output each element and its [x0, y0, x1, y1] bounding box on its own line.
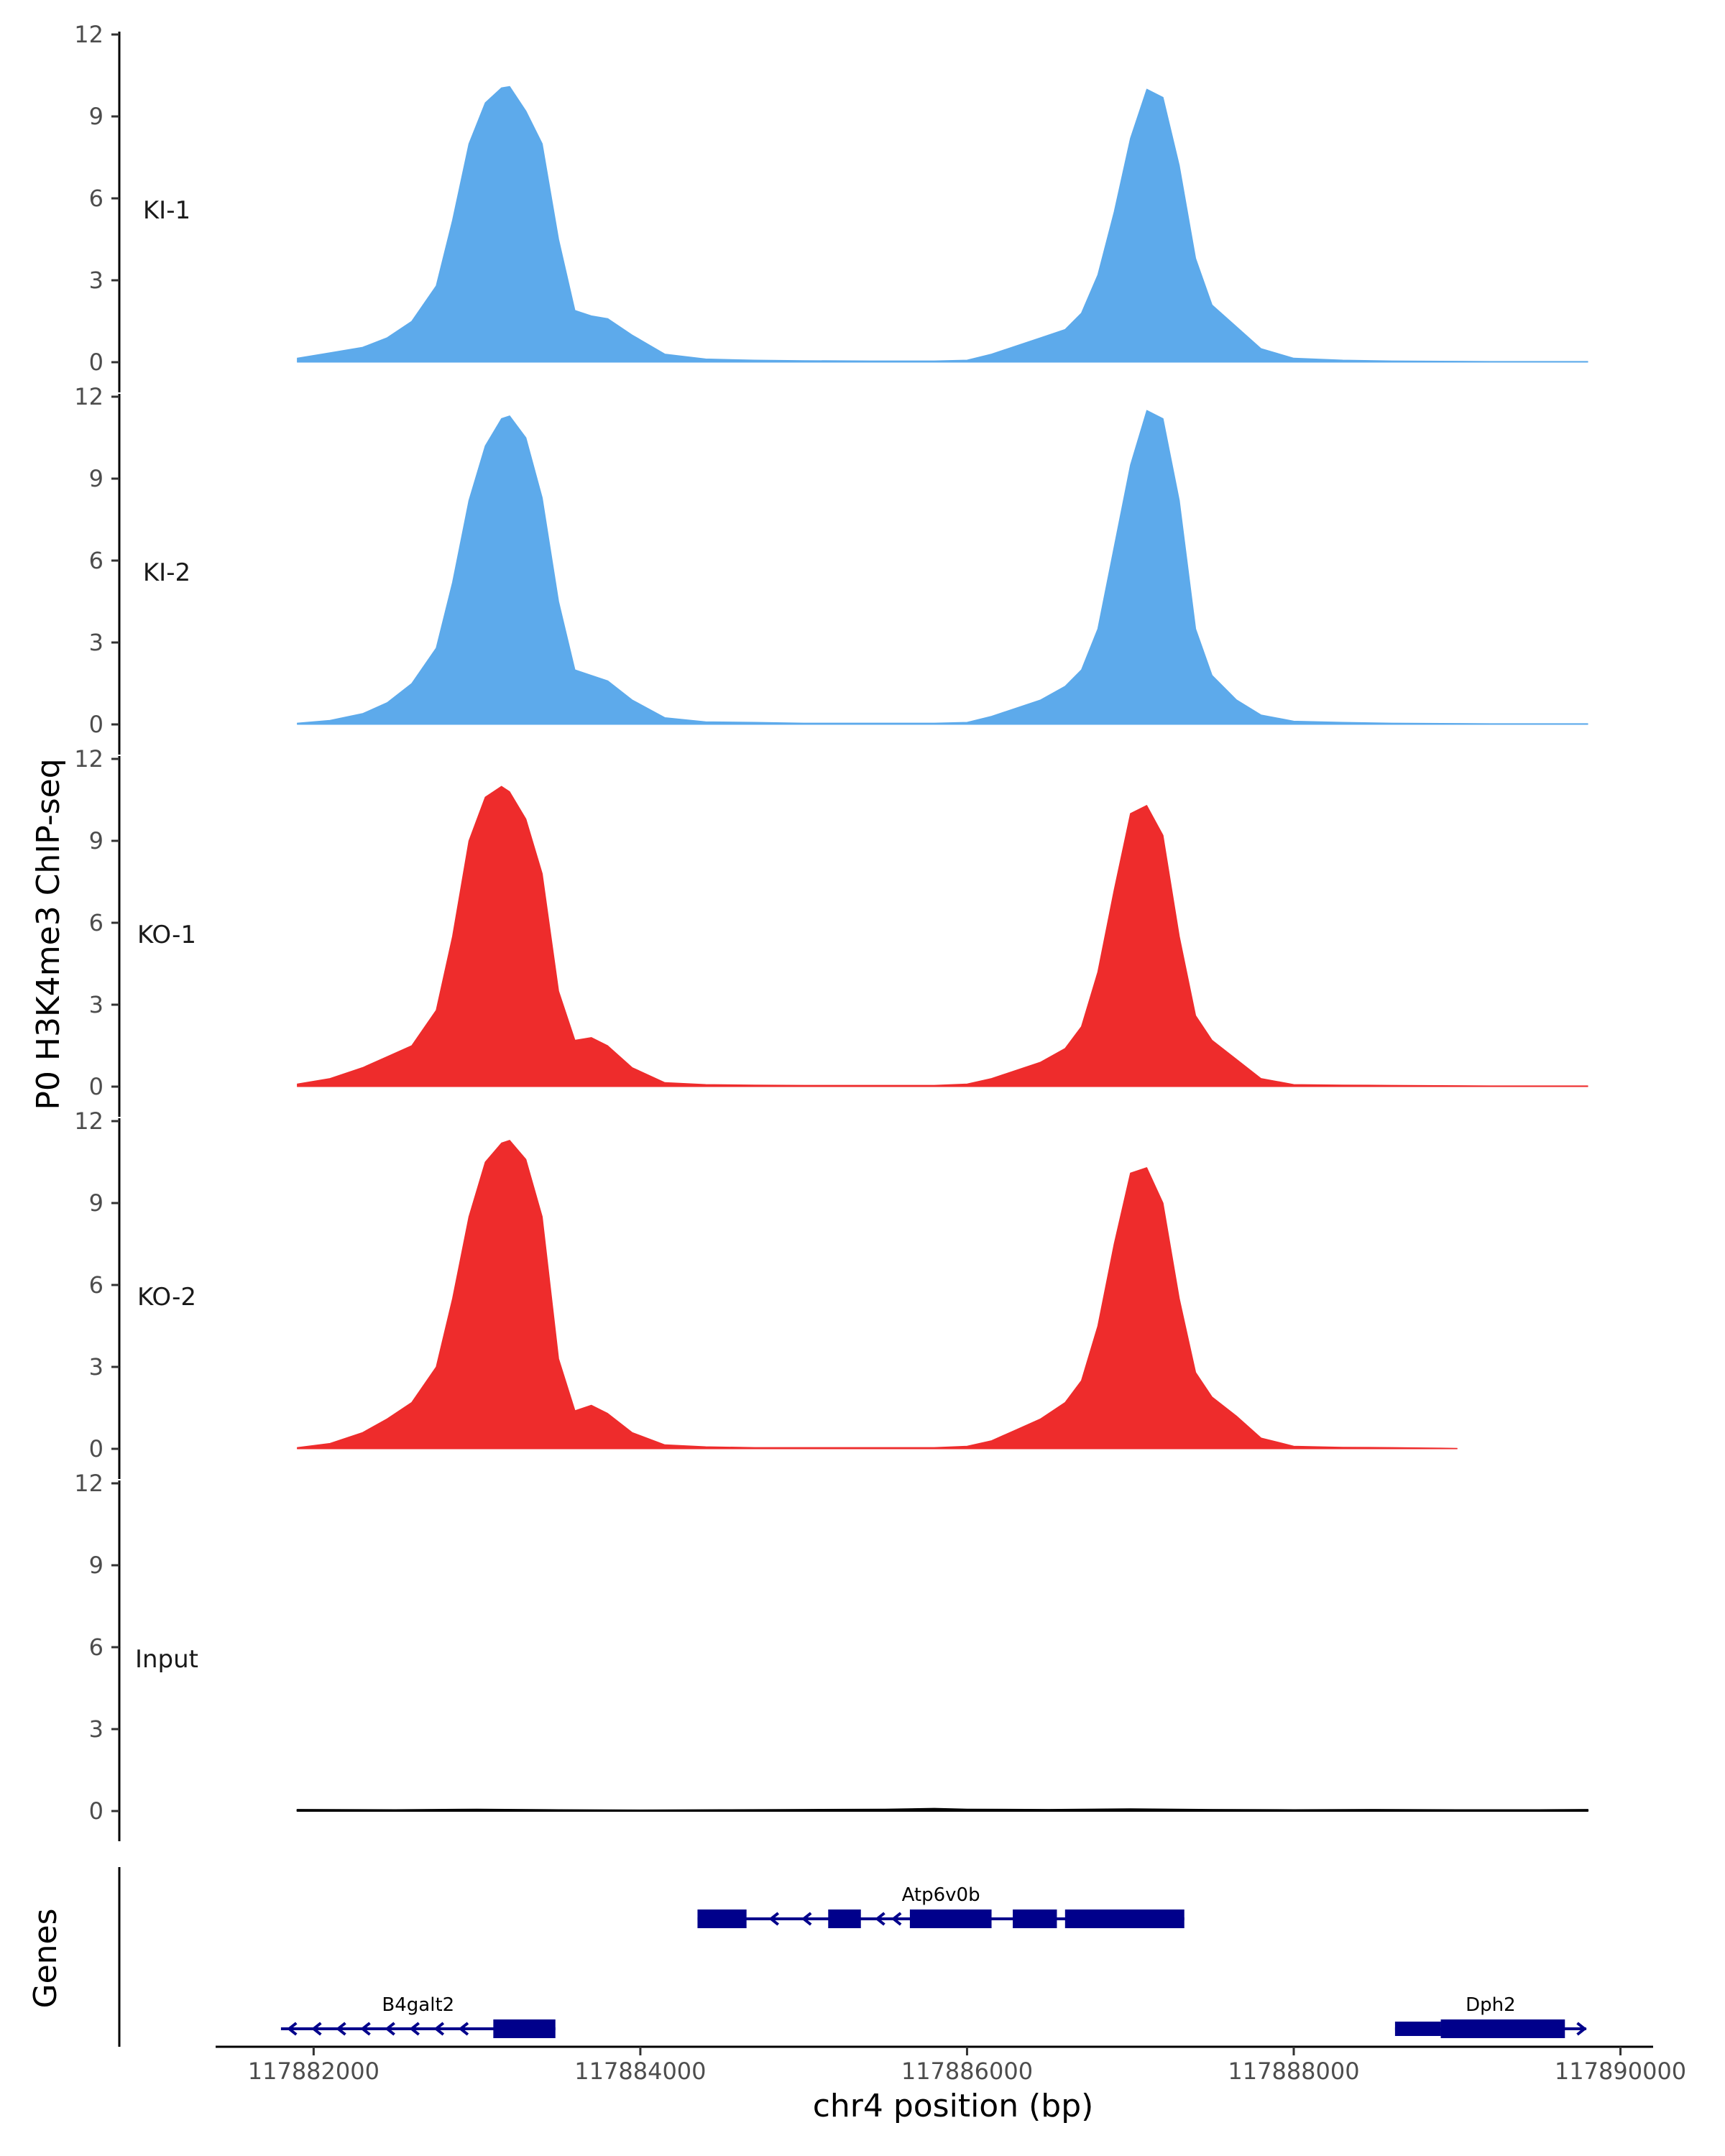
y-tick-label: 9 [89, 103, 104, 130]
strand-arrow [891, 1912, 902, 1926]
gene-exon [493, 2019, 556, 2038]
genes-axis-title: Genes [27, 1908, 64, 2008]
strand-arrow [311, 2022, 322, 2036]
strand-arrow [433, 2022, 445, 2036]
y-tick-label: 9 [89, 1552, 104, 1579]
gene-exon [1440, 2019, 1565, 2038]
track-label: KO-2 [137, 1283, 196, 1312]
coverage-area-ko-1 [297, 786, 1588, 1087]
strand-arrow [385, 2022, 395, 2036]
strand-arrow [801, 1912, 812, 1926]
y-tick-label: 12 [74, 383, 104, 410]
y-tick-label: 12 [74, 1470, 104, 1497]
y-tick-label: 3 [89, 1353, 104, 1381]
coverage-area-ko-2 [297, 1140, 1458, 1450]
y-tick-label: 0 [89, 1435, 104, 1462]
gene-exon [828, 1909, 861, 1928]
track-ko-2: 0 3 6 9 12 KO-2 [74, 1107, 1458, 1479]
y-tick-label: 0 [89, 1797, 104, 1825]
y-tick-label: 9 [89, 465, 104, 492]
gene-annotation-track: Atp6v0b B4galt2 Dph2 [118, 1867, 1587, 2047]
gene-exon [1013, 1909, 1057, 1928]
track-input: 0 3 6 9 12 Input [74, 1470, 1589, 1841]
strand-arrow [336, 2022, 346, 2036]
y-tick-label: 12 [74, 745, 104, 773]
y-tick-label: 9 [89, 827, 104, 854]
y-tick-label: 6 [89, 909, 104, 936]
strand-arrow [287, 2022, 298, 2036]
y-axis-title: P0 H3K4me3 ChIP-seq [30, 758, 67, 1110]
gene-exon [697, 1909, 747, 1928]
coverage-area-input [296, 1807, 1589, 1812]
x-axis-title: chr4 position (bp) [813, 2088, 1094, 2124]
gene-label: Atp6v0b [902, 1884, 980, 1906]
y-tick-label: 6 [89, 1634, 104, 1661]
gene-exon [909, 1909, 992, 1928]
y-tick-label: 0 [89, 1073, 104, 1100]
coverage-area-ki-2 [297, 410, 1588, 725]
track-label: Input [135, 1645, 198, 1674]
strand-arrow [409, 2022, 420, 2036]
x-tick-label: 117890000 [1555, 2058, 1686, 2085]
strand-arrow [1576, 2022, 1587, 2036]
track-label: KI-2 [143, 558, 190, 587]
gene-exon [1064, 1909, 1184, 1928]
strand-arrow [458, 2022, 469, 2036]
gene-b4galt2: B4galt2 [280, 1994, 556, 2038]
gene-dph2: Dph2 [1394, 1994, 1587, 2038]
y-tick-label: 3 [89, 991, 104, 1018]
y-tick-label: 9 [89, 1189, 104, 1217]
y-tick-label: 0 [89, 349, 104, 376]
y-tick-label: 3 [89, 629, 104, 656]
strand-arrow [768, 1912, 779, 1926]
gene-exon [1394, 2022, 1441, 2036]
gene-label: Dph2 [1466, 1994, 1516, 2016]
x-tick-label: 117882000 [248, 2058, 380, 2085]
y-tick-label: 12 [74, 1107, 104, 1135]
y-tick-label: 12 [74, 21, 104, 48]
y-tick-label: 6 [89, 547, 104, 574]
x-tick-label: 117888000 [1228, 2058, 1359, 2085]
track-label: KI-1 [143, 196, 190, 225]
strand-arrow [875, 1912, 886, 1926]
gene-atp6v0b: Atp6v0b [697, 1884, 1184, 1928]
y-tick-label: 0 [89, 711, 104, 738]
track-ko-1: 0 3 6 9 12 KO-1 [74, 745, 1588, 1117]
x-tick-label: 117886000 [901, 2058, 1033, 2085]
track-ki-2: 0 3 6 9 12 KI-2 [74, 383, 1588, 755]
x-axis: 117882000 117884000 117886000 117888000 1178… [216, 2045, 1686, 2085]
y-tick-label: 3 [89, 267, 104, 294]
x-tick-label: 117884000 [574, 2058, 706, 2085]
y-tick-label: 3 [89, 1715, 104, 1743]
y-tick-label: 6 [89, 1271, 104, 1299]
coverage-area-ki-1 [297, 86, 1588, 363]
gene-label: B4galt2 [382, 1994, 454, 2016]
track-ki-1: 0 3 6 9 12 KI-1 [74, 21, 1588, 392]
y-tick-label: 6 [89, 185, 104, 212]
coverage-tracks: 0 3 6 9 12 KI-1 0 3 6 9 12 KI-2 0 3 6 9 12 KO-1 0 3 6 9 12 KO-2… [74, 21, 1589, 1841]
strand-arrow [360, 2022, 371, 2036]
track-label: KO-1 [137, 921, 196, 949]
